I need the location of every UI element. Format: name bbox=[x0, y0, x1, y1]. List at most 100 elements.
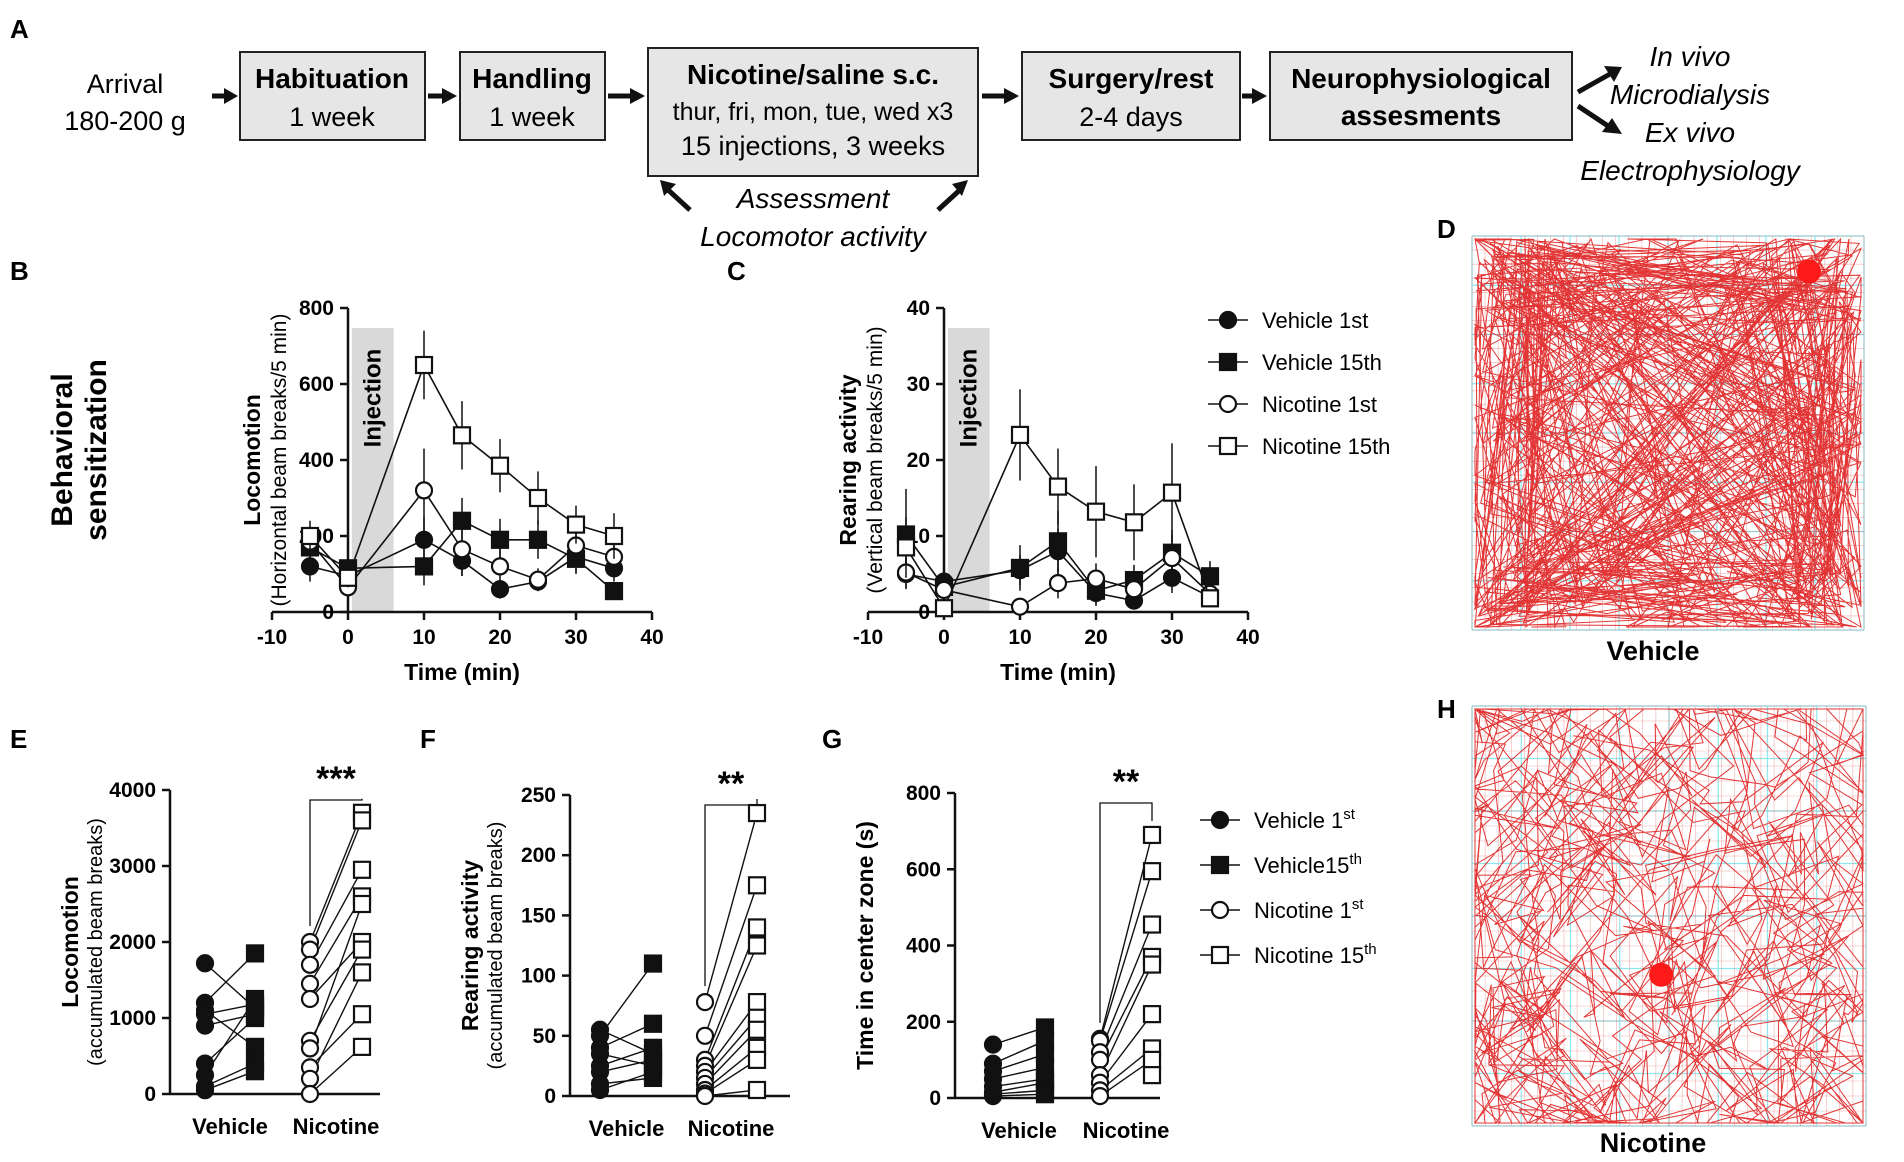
data-point bbox=[1048, 532, 1068, 551]
outcome-microdialysis: Microdialysis bbox=[1610, 79, 1770, 110]
outcome-electrophysiology: Electrophysiology bbox=[1580, 155, 1801, 186]
data-point bbox=[1162, 483, 1182, 502]
significance-marker: *** bbox=[316, 760, 356, 798]
data-point bbox=[300, 1039, 320, 1058]
pair-line bbox=[309, 903, 363, 1049]
data-point bbox=[747, 918, 767, 937]
data-point bbox=[245, 944, 265, 963]
legend-label-superscript: th bbox=[1364, 941, 1377, 958]
data-point bbox=[300, 955, 320, 974]
y-tick-label: 0 bbox=[929, 1087, 941, 1110]
data-point bbox=[1142, 1005, 1162, 1024]
workflow-diagram: Arrival 180-200 g Habituation 1 week Han… bbox=[64, 41, 1802, 252]
step-detail-handling: 1 week bbox=[489, 102, 575, 132]
x-tick-label: 10 bbox=[412, 626, 435, 649]
legend-marker bbox=[1218, 394, 1238, 414]
significance-bracket bbox=[704, 799, 758, 987]
track-plot-nicotine bbox=[1471, 705, 1867, 1127]
panel-label-c: C bbox=[727, 256, 746, 286]
data-point bbox=[245, 1062, 265, 1081]
data-point bbox=[352, 894, 372, 914]
pair-line bbox=[704, 812, 758, 1003]
step-box-habituation bbox=[239, 51, 426, 141]
step-box-neuro bbox=[1269, 51, 1573, 141]
data-point bbox=[747, 803, 767, 823]
pair-line bbox=[309, 972, 363, 1080]
panel-label-a: A bbox=[10, 14, 29, 44]
legend-marker bbox=[1210, 810, 1230, 830]
data-point bbox=[195, 954, 215, 973]
panel-label-h: H bbox=[1437, 694, 1456, 724]
x-tick-label: 30 bbox=[564, 626, 587, 649]
data-point bbox=[300, 940, 320, 959]
side-label-line1: Behavioral bbox=[46, 373, 79, 526]
y-tick-label: 250 bbox=[521, 784, 556, 807]
y-tick-label: 100 bbox=[521, 965, 556, 988]
y-tick-label: 0 bbox=[918, 601, 930, 624]
legend-paired: Vehicle 1st Vehicle15th Nicotine 1st Nicoti… bbox=[1200, 806, 1377, 968]
legend-label-superscript: th bbox=[1349, 851, 1362, 868]
track-label-nicotine: Nicotine bbox=[1600, 1128, 1707, 1158]
pair-line bbox=[1099, 964, 1153, 1076]
significance-bracket bbox=[1099, 802, 1153, 1023]
pair-line bbox=[704, 885, 758, 1037]
group-label: Nicotine bbox=[293, 1114, 380, 1139]
arrow-down bbox=[1576, 103, 1610, 129]
group-label: Vehicle bbox=[589, 1116, 665, 1141]
step-title-habituation: Habituation bbox=[255, 63, 409, 94]
data-point bbox=[643, 1014, 663, 1033]
step-detail-nicotine-schedule: thur, fri, mon, tue, wed x3 bbox=[673, 98, 954, 126]
legend-label: Nicotine 1st bbox=[1254, 896, 1364, 923]
data-point bbox=[983, 1086, 1003, 1106]
data-point bbox=[1035, 1085, 1055, 1104]
x-tick-label: 0 bbox=[938, 626, 950, 649]
data-point bbox=[747, 876, 767, 895]
y-axis-sublabel: (Horizontal beam breaks/5 min) bbox=[268, 314, 291, 607]
data-point bbox=[747, 1020, 767, 1039]
step-detail-nicotine-count: 15 injections, 3 weeks bbox=[681, 131, 945, 161]
data-point bbox=[452, 426, 472, 445]
animal-position-dot bbox=[1649, 962, 1674, 987]
legend-marker bbox=[1210, 855, 1230, 875]
y-axis-label: Rearing activity bbox=[835, 374, 861, 545]
data-point bbox=[1142, 862, 1162, 881]
y-tick-label: 2000 bbox=[109, 931, 156, 954]
arrival-label: Arrival bbox=[87, 69, 164, 99]
data-point bbox=[604, 526, 624, 546]
legend-marker bbox=[1210, 900, 1230, 920]
series-nicotine-15th bbox=[896, 389, 1220, 618]
data-point bbox=[528, 488, 548, 508]
data-point bbox=[1090, 1086, 1110, 1106]
injection-label: Injection bbox=[956, 349, 983, 448]
panel-label-b: B bbox=[10, 256, 29, 286]
data-point bbox=[695, 992, 715, 1012]
data-point bbox=[528, 530, 548, 549]
data-point bbox=[300, 526, 320, 546]
step-box-surgery bbox=[1021, 51, 1241, 141]
data-point bbox=[1090, 1050, 1110, 1069]
data-point bbox=[414, 530, 434, 549]
legend-label: Nicotine 15th bbox=[1262, 434, 1390, 459]
injection-band bbox=[947, 328, 990, 612]
y-tick-label: 4000 bbox=[109, 779, 156, 802]
data-point bbox=[352, 860, 372, 879]
data-point bbox=[747, 1080, 767, 1100]
data-point bbox=[300, 989, 320, 1009]
data-point bbox=[934, 599, 954, 618]
data-point bbox=[414, 355, 434, 375]
data-point bbox=[490, 456, 510, 475]
data-point bbox=[1142, 1066, 1162, 1085]
data-point bbox=[352, 1037, 372, 1056]
significance-bracket bbox=[309, 798, 363, 926]
y-axis-sublabel: (Vertical beam breaks/5 min) bbox=[864, 326, 887, 593]
x-tick-label: 20 bbox=[488, 626, 511, 649]
chart-locomotion-time: Injection-100102030400200400600800Time (… bbox=[239, 297, 664, 685]
data-point bbox=[245, 1037, 265, 1056]
legend-label: Vehicle 1st bbox=[1262, 308, 1368, 333]
outcome-ex-vivo: Ex vivo bbox=[1645, 117, 1735, 148]
x-tick-label: 0 bbox=[342, 626, 354, 649]
data-point bbox=[414, 557, 434, 576]
y-axis-label: Rearing activity bbox=[457, 860, 483, 1031]
animal-position-dot bbox=[1797, 259, 1822, 284]
